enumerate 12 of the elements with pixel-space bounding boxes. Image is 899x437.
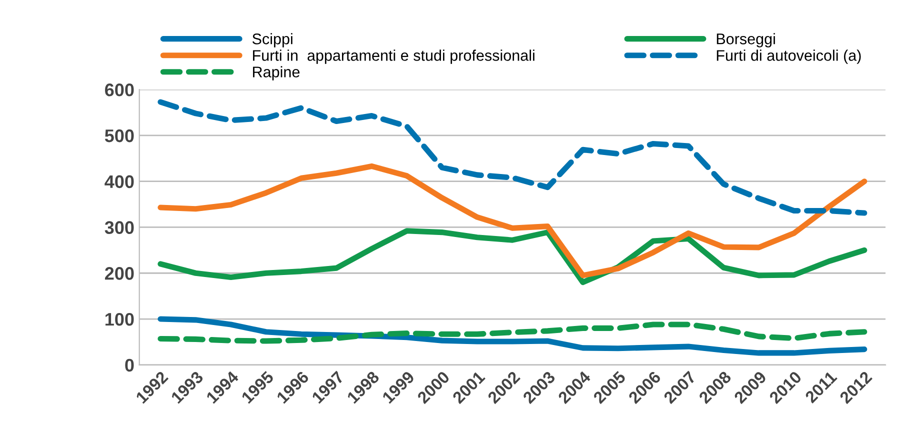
y-tick-label: 200 [104,267,134,280]
y-tick-label: 300 [104,221,134,234]
legend-label: Rapine [253,66,300,80]
legend-label: Furti in appartamenti e studi professionali [253,50,534,64]
legend-label: Borseggi [716,33,775,48]
legend-label: Scippi [252,33,292,48]
y-tick-label: 400 [104,175,134,188]
y-tick-label: 0 [125,358,134,372]
legend-label: Furti di autoveicoli (a) [716,50,861,64]
y-tick-label: 500 [104,129,134,142]
y-tick-label: 100 [106,312,134,326]
y-tick-label: 600 [105,84,134,96]
